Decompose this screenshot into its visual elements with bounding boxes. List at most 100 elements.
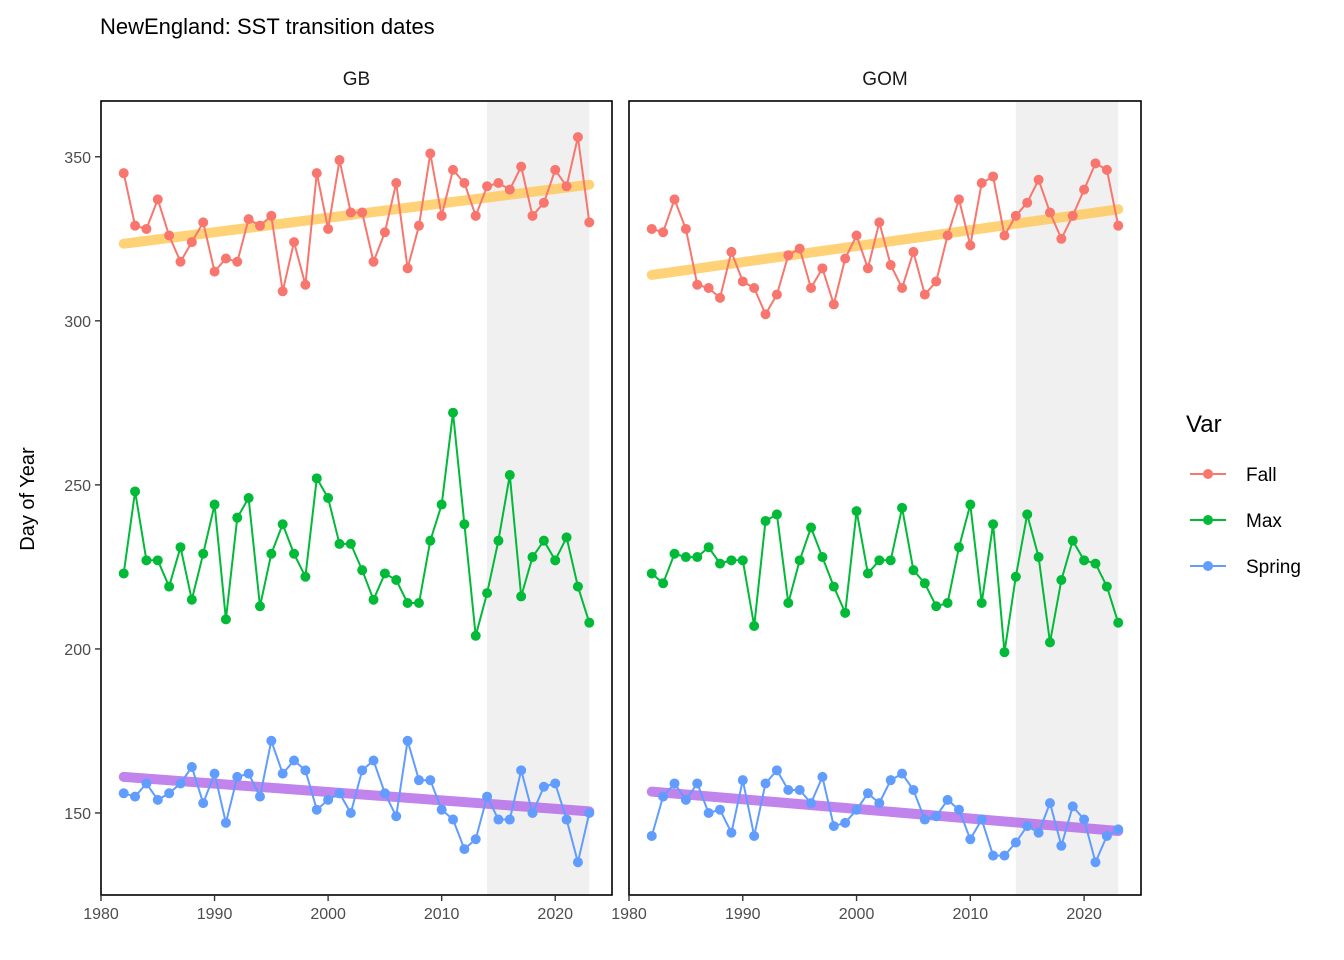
data-point-fall xyxy=(862,263,873,274)
data-point-spring xyxy=(1022,821,1033,832)
data-point-fall xyxy=(692,279,703,290)
data-point-fall xyxy=(118,168,129,179)
data-point-max xyxy=(254,601,265,612)
shaded-period xyxy=(487,101,590,895)
data-point-max xyxy=(243,493,254,503)
legend: Var Fall Max Spring xyxy=(1186,411,1301,578)
data-point-fall xyxy=(908,246,919,257)
data-point-spring xyxy=(254,791,265,802)
data-point-spring xyxy=(186,762,197,773)
data-point-max xyxy=(806,522,817,533)
data-point-spring xyxy=(783,785,794,796)
data-point-fall xyxy=(726,246,737,257)
data-point-max xyxy=(908,565,919,576)
data-point-max xyxy=(817,552,828,563)
data-point-fall xyxy=(198,217,209,228)
data-point-spring xyxy=(379,788,390,799)
data-point-fall xyxy=(379,227,390,238)
data-point-spring xyxy=(504,814,515,825)
x-tick-label: 2000 xyxy=(839,906,875,923)
data-point-spring xyxy=(1090,857,1101,868)
data-point-max xyxy=(413,597,424,608)
data-point-fall xyxy=(680,223,691,234)
data-point-fall xyxy=(141,223,152,234)
data-point-fall xyxy=(345,207,356,218)
data-point-max xyxy=(516,591,527,602)
data-point-max xyxy=(504,470,515,481)
data-point-fall xyxy=(771,289,782,300)
data-point-max xyxy=(715,558,726,569)
data-point-spring xyxy=(198,798,209,809)
data-point-fall xyxy=(965,240,976,251)
data-point-max xyxy=(391,575,402,586)
data-point-fall xyxy=(436,210,447,221)
x-tick-label: 2020 xyxy=(1066,906,1102,923)
data-point-max xyxy=(999,647,1010,658)
data-point-fall xyxy=(806,283,817,294)
data-point-fall xyxy=(658,227,669,238)
data-point-fall xyxy=(425,148,436,159)
data-point-fall xyxy=(999,230,1010,241)
data-point-max xyxy=(152,555,163,566)
data-point-max xyxy=(1090,558,1101,569)
data-point-max xyxy=(828,581,839,592)
data-point-spring xyxy=(988,850,999,861)
data-point-max xyxy=(692,552,703,563)
data-point-spring xyxy=(527,807,538,818)
data-point-max xyxy=(794,555,805,566)
data-point-max xyxy=(300,571,311,582)
data-point-spring xyxy=(692,778,703,789)
data-point-max xyxy=(209,499,220,510)
data-point-fall xyxy=(516,161,527,172)
data-point-max xyxy=(436,499,447,510)
data-point-spring xyxy=(1044,798,1055,809)
data-point-spring xyxy=(425,775,436,786)
data-point-max xyxy=(885,555,896,566)
panel-border xyxy=(628,100,1142,896)
data-point-max xyxy=(840,607,851,618)
data-point-fall xyxy=(130,220,141,231)
data-point-fall xyxy=(817,263,828,274)
data-point-spring xyxy=(715,804,726,815)
data-point-spring xyxy=(828,821,839,832)
data-point-max xyxy=(726,555,737,566)
data-point-fall xyxy=(669,194,680,205)
series-line-max xyxy=(122,412,591,637)
data-point-fall xyxy=(243,214,254,225)
data-point-fall xyxy=(851,230,862,241)
data-point-fall xyxy=(828,299,839,310)
data-point-max xyxy=(470,630,481,641)
data-point-max xyxy=(976,597,987,608)
panel-strip-label: GB xyxy=(343,69,370,90)
panel-strip-label: GOM xyxy=(862,69,907,90)
x-tick-label: 1990 xyxy=(197,906,233,923)
data-point-fall xyxy=(942,230,953,241)
data-point-spring xyxy=(572,857,583,868)
data-point-fall xyxy=(277,286,288,297)
legend-label-spring: Spring xyxy=(1246,557,1301,578)
data-point-spring xyxy=(965,834,976,845)
data-point-spring xyxy=(885,775,896,786)
data-point-spring xyxy=(953,804,964,815)
data-point-max xyxy=(561,532,572,543)
data-point-spring xyxy=(300,765,311,776)
x-tick-label: 2000 xyxy=(310,906,346,923)
data-point-spring xyxy=(862,788,873,799)
data-point-max xyxy=(402,597,413,608)
data-point-fall xyxy=(402,263,413,274)
chart-title: NewEngland: SST transition dates xyxy=(100,14,435,39)
data-point-max xyxy=(220,614,231,625)
y-tick-label: 150 xyxy=(64,806,91,823)
data-point-spring xyxy=(669,778,680,789)
legend-key-point xyxy=(1203,515,1213,525)
data-point-max xyxy=(1101,581,1112,592)
data-point-fall xyxy=(737,276,748,287)
data-point-max xyxy=(646,568,657,579)
data-point-fall xyxy=(703,283,714,294)
data-point-max xyxy=(186,594,197,605)
data-point-fall xyxy=(1056,233,1067,244)
data-point-spring xyxy=(1101,830,1112,841)
data-point-fall xyxy=(504,184,515,195)
data-point-spring xyxy=(402,735,413,746)
data-point-max xyxy=(323,493,334,503)
